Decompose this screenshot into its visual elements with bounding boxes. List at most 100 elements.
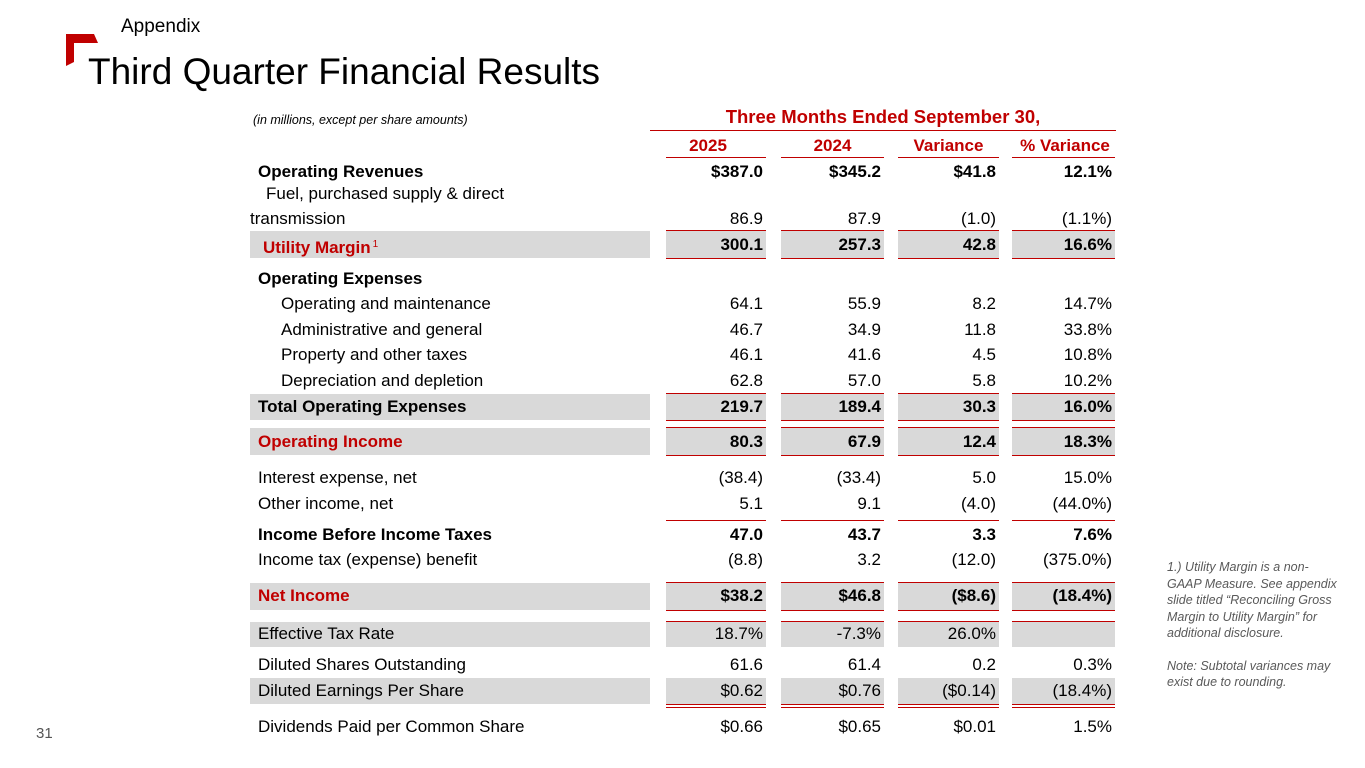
subtotal-rule xyxy=(898,582,999,583)
cell-depreciation-and-depletion-variance: 10.2% xyxy=(1063,371,1112,390)
cell-fuel-purchased-supply-direct-2024: 87.9 xyxy=(847,209,881,228)
cell-shade xyxy=(666,678,766,704)
row-label-operating-and-maintenance: Operating and maintenance xyxy=(281,294,491,314)
cell-diluted-earnings-per-share-variance: ($0.14) xyxy=(942,681,996,700)
subtotal-rule xyxy=(781,420,884,421)
cell-shade xyxy=(898,394,999,420)
row-label-text: Depreciation and depletion xyxy=(281,371,484,390)
cell-other-income-net-2025: 5.1 xyxy=(739,494,763,513)
cell-effective-tax-rate-2024: -7.3% xyxy=(836,624,881,643)
row-label-text: Interest expense, net xyxy=(258,468,417,487)
column-underline xyxy=(1012,157,1115,158)
subtotal-rule xyxy=(898,621,999,622)
subtotal-rule xyxy=(1012,427,1115,428)
cell-shade xyxy=(666,622,766,647)
cell-shade xyxy=(898,583,999,610)
cell-income-tax-expense-benefit-2024: 3.2 xyxy=(857,550,881,569)
cell-income-tax-expense-benefit-variance: (375.0%) xyxy=(1043,550,1112,569)
row-shade xyxy=(250,622,650,647)
column-underline xyxy=(898,157,999,158)
column-underline xyxy=(666,157,766,158)
row-label-operating-revenues: Operating Revenues xyxy=(258,162,423,182)
footnote-utility-margin: 1.) Utility Margin is a non-GAAP Measure… xyxy=(1167,560,1337,640)
subtotal-rule xyxy=(666,520,766,521)
cell-shade xyxy=(666,583,766,610)
cell-diluted-shares-outstanding-2024: 61.4 xyxy=(847,655,881,674)
subtotal-rule xyxy=(898,258,999,259)
row-shade xyxy=(250,583,650,610)
row-label-operating-expenses: Operating Expenses xyxy=(258,269,422,289)
subtotal-rule xyxy=(666,258,766,259)
cell-net-income-variance: ($8.6) xyxy=(951,586,996,605)
subtotal-rule xyxy=(898,610,999,611)
cell-shade xyxy=(1012,678,1115,704)
cell-shade xyxy=(781,428,884,455)
cell-diluted-shares-outstanding-variance: 0.3% xyxy=(1073,655,1112,674)
row-label-text: Diluted Shares Outstanding xyxy=(258,655,466,674)
column-underline xyxy=(781,157,884,158)
subtotal-rule xyxy=(898,427,999,428)
subtotal-rule xyxy=(781,393,884,394)
row-label-text: Total Operating Expenses xyxy=(258,397,467,416)
subtotal-rule xyxy=(898,520,999,521)
subtotal-rule xyxy=(781,455,884,456)
subtotal-rule xyxy=(898,704,999,705)
cell-interest-expense-net-2024: (33.4) xyxy=(836,468,881,487)
subtotal-rule xyxy=(1012,520,1115,521)
row-shade xyxy=(250,231,650,258)
cell-shade xyxy=(1012,428,1115,455)
subtotal-rule xyxy=(898,420,999,421)
cell-operating-income-variance: 18.3% xyxy=(1063,432,1112,451)
row-label-diluted-shares-outstanding: Diluted Shares Outstanding xyxy=(258,655,466,675)
subtotal-rule xyxy=(1012,230,1115,231)
cell-utility-margin-variance: 42.8 xyxy=(962,235,996,254)
cell-utility-margin-2025: 300.1 xyxy=(720,235,763,254)
row-label-text: Utility Margin xyxy=(263,238,371,257)
row-label-utility-margin: Utility Margin 1 xyxy=(263,235,378,258)
cell-shade xyxy=(666,231,766,258)
row-label-operating-income: Operating Income xyxy=(258,432,403,452)
cell-total-operating-expenses-2024: 189.4 xyxy=(838,397,881,416)
row-label-text: Property and other taxes xyxy=(281,345,468,364)
cell-interest-expense-net-variance: 15.0% xyxy=(1063,468,1112,487)
subtotal-rule xyxy=(898,707,999,708)
cell-income-before-income-taxes-variance: 7.6% xyxy=(1073,525,1112,544)
row-label-diluted-earnings-per-share: Diluted Earnings Per Share xyxy=(258,681,464,701)
cell-operating-revenues-variance: $41.8 xyxy=(953,162,996,181)
subtotal-rule xyxy=(781,427,884,428)
subtotal-rule xyxy=(666,393,766,394)
column-header-2024: 2024 xyxy=(813,136,852,155)
cell-net-income-variance: (18.4%) xyxy=(1052,586,1112,605)
row-label-text: Income tax (expense) benefit xyxy=(258,550,478,569)
cell-shade xyxy=(898,678,999,704)
cell-dividends-paid-per-common-share-variance: $0.01 xyxy=(953,717,996,736)
cell-income-tax-expense-benefit-2025: (8.8) xyxy=(728,550,763,569)
page-title: Third Quarter Financial Results xyxy=(88,51,601,92)
cell-effective-tax-rate-variance: 26.0% xyxy=(947,624,996,643)
cell-administrative-and-general-2025: 46.7 xyxy=(729,320,763,339)
subtotal-rule xyxy=(781,582,884,583)
cell-shade xyxy=(1012,394,1115,420)
row-shade xyxy=(250,678,650,704)
subtotal-rule xyxy=(1012,582,1115,583)
cell-shade xyxy=(781,394,884,420)
row-label-text: Operating Revenues xyxy=(258,162,424,181)
cell-administrative-and-general-variance: 11.8 xyxy=(964,320,996,339)
cell-shade xyxy=(666,394,766,420)
cell-depreciation-and-depletion-2024: 57.0 xyxy=(847,371,881,390)
cell-operating-income-2024: 67.9 xyxy=(847,432,881,451)
row-label-administrative-and-general: Administrative and general xyxy=(281,320,482,340)
cell-operating-income-2025: 80.3 xyxy=(729,432,763,451)
cell-operating-revenues-2025: $387.0 xyxy=(711,162,763,181)
cell-shade xyxy=(781,231,884,258)
cell-shade xyxy=(898,231,999,258)
cell-administrative-and-general-2024: 34.9 xyxy=(847,320,881,339)
row-label-text: Operating Expenses xyxy=(258,269,423,288)
subtotal-rule xyxy=(1012,420,1115,421)
row-label-text: Effective Tax Rate xyxy=(258,624,395,643)
row-label-effective-tax-rate: Effective Tax Rate xyxy=(258,624,394,644)
cell-fuel-purchased-supply-direct-variance: (1.1%) xyxy=(1061,209,1112,228)
side-notes: 1.) Utility Margin is a non-GAAP Measure… xyxy=(1167,559,1342,691)
row-label-total-operating-expenses: Total Operating Expenses xyxy=(258,397,466,417)
subtotal-rule xyxy=(1012,393,1115,394)
